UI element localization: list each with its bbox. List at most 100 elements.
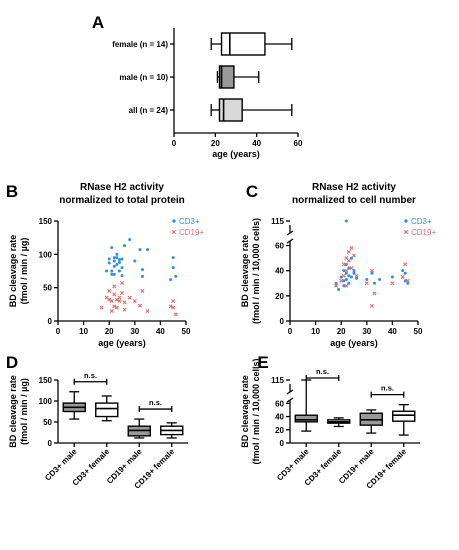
data-point-cd19 (344, 283, 349, 288)
panel-d: D 0 50 100 150 BD cleavage rate(fmol / min / … (6, 353, 188, 491)
data-point-cd3 (171, 256, 175, 260)
data-point-cd3 (347, 281, 351, 285)
data-point-cd19 (349, 266, 354, 271)
x-tick-label: 40 (252, 139, 261, 148)
data-point-cd3 (128, 238, 132, 242)
data-point-cd19 (112, 304, 117, 309)
data-point-cd19 (400, 274, 405, 279)
data-point-cd19 (349, 246, 354, 251)
legend-marker-cd3 (172, 219, 176, 223)
data-point-cd19 (120, 291, 124, 295)
data-point-cd3 (105, 269, 109, 273)
chart-title: RNase H2 activity normalized to total pro… (59, 182, 185, 206)
data-point-cd3 (344, 262, 348, 266)
data-point-cd19 (344, 268, 349, 273)
box-iqr (392, 410, 416, 422)
data-point-cd19 (354, 273, 359, 278)
data-point-cd3 (117, 260, 121, 264)
panel-b: B RNase H2 activity normalized to total pr… (6, 182, 205, 348)
data-point-cd19 (107, 297, 112, 302)
data-point-cd3 (110, 272, 114, 276)
panel-label-d: D (6, 353, 18, 372)
data-point-cd3 (334, 281, 338, 285)
data-point-cd19 (112, 292, 117, 297)
x-tick-label: 20 (105, 327, 114, 336)
x-axis-title: age (years) (212, 149, 260, 159)
data-point-cd3 (390, 275, 394, 279)
data-point-cd3 (112, 256, 116, 260)
data-point-cd3 (115, 256, 119, 260)
category-label: all (n = 24) (129, 106, 169, 115)
significance-label: n.s. (381, 384, 394, 393)
data-point-cd19 (132, 299, 137, 303)
data-point-cd3 (140, 268, 144, 272)
data-point-cd19 (346, 249, 351, 254)
data-point-cd3 (110, 246, 114, 250)
data-point-cd19 (171, 305, 176, 310)
x-tick-label: 0 (172, 139, 177, 148)
data-point-cd3 (403, 271, 407, 275)
y-tick-label: 100 (39, 250, 53, 259)
data-point-cd3 (339, 275, 343, 279)
data-point-cd19 (339, 278, 344, 283)
box-iqr (220, 32, 266, 56)
y-tick-label: 0 (280, 439, 285, 448)
y-tick-label: 150 (39, 217, 53, 226)
data-point-cd19 (334, 283, 339, 288)
box-iqr (95, 402, 119, 418)
data-point-cd3 (349, 256, 353, 260)
data-point-cd19 (122, 300, 127, 305)
panel-label-c: C (246, 182, 258, 201)
data-point-cd19 (341, 273, 346, 278)
significance-label: n.s. (149, 398, 162, 407)
x-tick-label: 40 (388, 327, 397, 336)
data-point-cd19 (352, 253, 356, 258)
data-point-cd3 (403, 279, 407, 283)
data-point-cd3 (174, 274, 178, 278)
data-point-cd3 (372, 281, 376, 285)
legend-label: CD19+ (411, 228, 436, 237)
data-point-cd19 (372, 291, 377, 296)
data-point-cd3 (378, 277, 382, 281)
y-tick-label: 115 (271, 217, 284, 226)
data-point-cd19 (109, 309, 114, 313)
data-point-cd19 (168, 304, 173, 309)
data-point-cd19 (171, 299, 176, 303)
data-point-cd3 (406, 281, 410, 285)
data-point-cd19 (112, 284, 117, 289)
data-point-cd19 (122, 307, 127, 312)
data-point-cd3 (138, 248, 142, 252)
data-point-cd3 (352, 271, 356, 275)
x-tick-label: 10 (311, 327, 320, 336)
data-point-cd19 (364, 281, 369, 286)
x-tick-label: 0 (288, 327, 293, 336)
y-tick-label: 60 (275, 399, 284, 408)
data-point-cd3 (120, 274, 124, 278)
data-point-cd3 (401, 269, 405, 273)
x-tick-label: 60 (294, 139, 303, 148)
data-point-cd3 (337, 288, 341, 292)
significance-label: n.s. (84, 371, 97, 380)
y-tick-label: 20 (275, 426, 284, 435)
x-tick-label: 50 (182, 327, 191, 336)
x-axis-title: age (years) (98, 338, 146, 348)
data-point-cd19 (120, 281, 124, 285)
y-tick-label: 40 (275, 267, 284, 276)
data-point-cd3 (117, 269, 121, 273)
data-point-cd3 (112, 259, 116, 263)
y-axis-title: BD cleavage rate(fmol / min / 10,000 cel… (240, 218, 261, 324)
data-point-cd3 (347, 266, 351, 270)
data-point-cd3 (344, 219, 348, 223)
y-axis-title: BD cleavage rate(fmol / min / 10,000 cel… (240, 358, 261, 464)
data-point-cd19 (127, 295, 132, 300)
box-iqr (218, 65, 235, 89)
data-point-cd19 (145, 309, 150, 313)
data-point-cd3 (140, 274, 144, 278)
panel-label-a: A (92, 13, 104, 32)
x-tick-label: 0 (56, 327, 61, 336)
data-point-cd19 (114, 305, 119, 310)
data-point-cd3 (169, 278, 173, 282)
panel-label-b: B (6, 182, 18, 201)
data-point-cd19 (403, 262, 408, 267)
